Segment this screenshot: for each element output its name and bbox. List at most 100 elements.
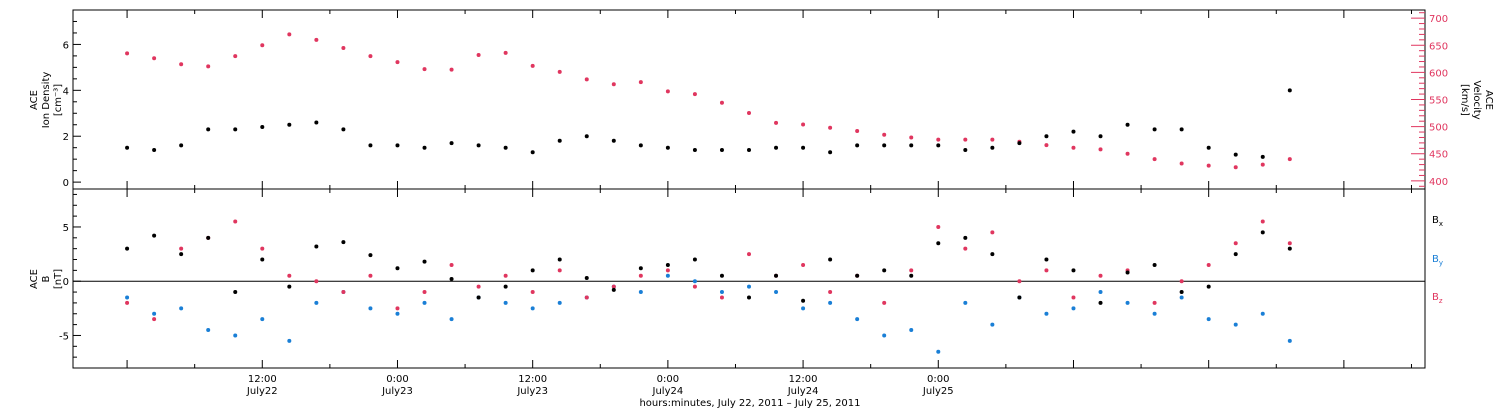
field-label-line-2: B bbox=[41, 275, 52, 282]
point-bx bbox=[1179, 290, 1184, 295]
legend-by-main: B bbox=[1432, 254, 1439, 265]
velocity-label-line-3: [km/s] bbox=[1459, 84, 1470, 116]
point-by bbox=[828, 300, 833, 305]
velocity-tick-label: 700 bbox=[1429, 14, 1448, 25]
point-velocity bbox=[747, 111, 751, 116]
point-bz bbox=[179, 246, 184, 251]
point-velocity bbox=[314, 37, 319, 42]
density-tick-label: 4 bbox=[63, 86, 69, 97]
point-bz bbox=[692, 284, 697, 289]
point-density bbox=[747, 147, 751, 152]
point-density bbox=[476, 143, 481, 148]
point-bz bbox=[828, 290, 833, 295]
velocity-axis-label: ACE Velocity [km/s] bbox=[1459, 80, 1494, 119]
point-density bbox=[1125, 122, 1130, 127]
field-tick-label: 5 bbox=[63, 223, 69, 234]
density-tick-label: 2 bbox=[63, 132, 69, 143]
point-velocity bbox=[1179, 161, 1184, 166]
point-velocity bbox=[1260, 162, 1265, 167]
point-bz bbox=[638, 273, 643, 278]
point-bx bbox=[179, 252, 184, 257]
point-bx bbox=[314, 244, 319, 249]
point-bz bbox=[1044, 268, 1049, 273]
point-density bbox=[1260, 154, 1265, 159]
point-bx bbox=[1098, 300, 1103, 305]
point-bx bbox=[774, 273, 779, 278]
point-velocity bbox=[774, 120, 779, 125]
point-bz bbox=[1071, 295, 1076, 300]
point-bx bbox=[233, 290, 238, 295]
point-bx bbox=[584, 275, 589, 280]
density-label-line-2: Ion Density bbox=[41, 72, 52, 129]
top-panel-frame bbox=[72, 9, 1426, 190]
point-density bbox=[449, 141, 454, 146]
time-tick-label: 0:00 bbox=[657, 374, 679, 385]
point-bz bbox=[341, 290, 346, 295]
point-velocity bbox=[341, 45, 346, 50]
point-velocity bbox=[476, 53, 481, 58]
point-bz bbox=[747, 252, 751, 257]
legend-bx-sub: x bbox=[1439, 220, 1443, 228]
point-bz bbox=[801, 262, 806, 267]
point-by bbox=[1260, 311, 1265, 316]
point-bx bbox=[963, 235, 968, 240]
point-by bbox=[936, 349, 941, 354]
point-by bbox=[287, 338, 292, 343]
point-velocity bbox=[260, 43, 265, 48]
point-by bbox=[233, 333, 238, 338]
point-bx bbox=[882, 268, 887, 273]
point-density bbox=[1017, 141, 1022, 146]
point-bz bbox=[422, 290, 427, 295]
density-label-line-3: [cm⁻³] bbox=[53, 84, 64, 116]
time-tick-label: 0:00 bbox=[927, 374, 949, 385]
point-density bbox=[1206, 145, 1211, 150]
legend-bz: Bz bbox=[1432, 292, 1443, 305]
point-by bbox=[530, 306, 535, 311]
point-bx bbox=[476, 295, 481, 300]
point-density bbox=[368, 143, 373, 148]
point-bz bbox=[476, 284, 481, 289]
point-bz bbox=[1152, 300, 1157, 305]
point-density bbox=[638, 143, 643, 148]
point-density bbox=[855, 143, 860, 148]
legend-by: By bbox=[1432, 254, 1443, 267]
point-bx bbox=[395, 266, 400, 271]
point-bx bbox=[665, 262, 670, 267]
point-by bbox=[1206, 317, 1211, 322]
point-bx bbox=[611, 287, 616, 292]
time-tick-label: 12:00 bbox=[248, 374, 277, 385]
point-density bbox=[1044, 134, 1049, 139]
point-velocity bbox=[990, 137, 995, 142]
point-density bbox=[1233, 152, 1238, 157]
point-bz bbox=[963, 246, 968, 251]
legend-bx-main: B bbox=[1432, 215, 1439, 226]
point-density bbox=[179, 143, 184, 148]
point-by bbox=[909, 328, 914, 333]
point-by bbox=[1179, 295, 1184, 300]
point-velocity bbox=[125, 51, 130, 56]
point-velocity bbox=[584, 77, 589, 82]
point-bz bbox=[368, 273, 373, 278]
series-velocity bbox=[125, 32, 1292, 170]
point-velocity bbox=[395, 60, 400, 65]
legend-bz-main: B bbox=[1432, 292, 1439, 303]
point-by bbox=[855, 317, 860, 322]
point-bz bbox=[557, 268, 562, 273]
point-bx bbox=[692, 257, 697, 262]
point-bx bbox=[909, 273, 914, 278]
point-velocity bbox=[801, 122, 806, 127]
point-by bbox=[1044, 311, 1049, 316]
velocity-tick-label: 400 bbox=[1429, 177, 1448, 188]
bottom-panel-frame bbox=[72, 188, 1426, 369]
series-bz bbox=[125, 219, 1292, 322]
point-velocity bbox=[882, 132, 887, 137]
point-velocity bbox=[449, 67, 454, 72]
point-density bbox=[1179, 127, 1184, 132]
point-bz bbox=[287, 273, 292, 278]
velocity-tick-label: 500 bbox=[1429, 123, 1448, 134]
density-axis-label: ACE Ion Density [cm⁻³] bbox=[29, 72, 64, 129]
field-label-line-1: ACE bbox=[29, 269, 40, 289]
series-bx bbox=[125, 230, 1292, 305]
point-velocity bbox=[665, 89, 670, 94]
